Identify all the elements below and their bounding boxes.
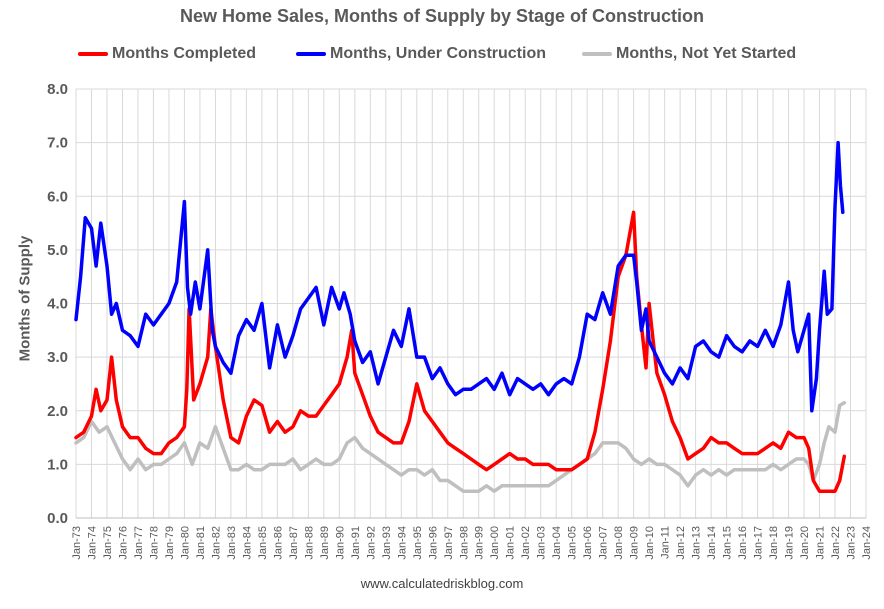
legend-swatch xyxy=(296,52,326,56)
x-tick-label: Jan-09 xyxy=(629,526,641,560)
x-tick-label: Jan-74 xyxy=(86,526,98,560)
legend-swatch xyxy=(78,52,108,56)
x-tick-label: Jan-84 xyxy=(241,526,253,560)
x-tick-label: Jan-10 xyxy=(644,526,656,560)
series-line-0 xyxy=(74,210,847,493)
y-tick-label: 6.0 xyxy=(47,188,68,205)
x-tick-label: Jan-93 xyxy=(381,526,393,560)
x-tick-label: Jan-76 xyxy=(117,526,129,560)
x-tick-label: Jan-03 xyxy=(536,526,548,560)
x-tick-label: Jan-94 xyxy=(396,526,408,560)
x-tick-label: Jan-04 xyxy=(551,526,563,560)
x-tick-label: Jan-24 xyxy=(861,526,873,560)
y-tick-label: 1.0 xyxy=(47,456,68,473)
x-tick-label: Jan-73 xyxy=(71,526,83,560)
x-tick-label: Jan-85 xyxy=(257,526,269,560)
series-line-1 xyxy=(74,140,845,413)
x-tick-label: Jan-78 xyxy=(148,526,160,560)
x-tick-label: Jan-75 xyxy=(102,526,114,560)
y-tick-label: 3.0 xyxy=(47,349,68,366)
x-tick-label: Jan-77 xyxy=(133,526,145,560)
x-tick-label: Jan-91 xyxy=(350,526,362,560)
x-tick-label: Jan-12 xyxy=(675,526,687,560)
x-tick-label: Jan-82 xyxy=(210,526,222,560)
x-tick-label: Jan-81 xyxy=(195,526,207,560)
x-tick-label: Jan-22 xyxy=(830,526,842,560)
y-tick-label: 2.0 xyxy=(47,403,68,420)
x-tick-label: Jan-15 xyxy=(722,526,734,560)
x-tick-label: Jan-08 xyxy=(613,526,625,560)
x-tick-label: Jan-06 xyxy=(582,526,594,560)
x-tick-label: Jan-97 xyxy=(443,526,455,560)
x-tick-label: Jan-90 xyxy=(334,526,346,560)
y-tick-label: 7.0 xyxy=(47,135,68,152)
x-tick-label: Jan-86 xyxy=(272,526,284,560)
x-tick-label: Jan-00 xyxy=(489,526,501,560)
x-tick-label: Jan-87 xyxy=(288,526,300,560)
x-tick-label: Jan-19 xyxy=(784,526,796,560)
series-line-2 xyxy=(74,400,847,493)
x-tick-label: Jan-18 xyxy=(768,526,780,560)
y-tick-label: 8.0 xyxy=(47,81,68,98)
legend-item: Months, Not Yet Started xyxy=(582,45,796,63)
source-footer: www.calculatedriskblog.com xyxy=(360,576,524,591)
x-tick-label: Jan-07 xyxy=(598,526,610,560)
x-tick-label: Jan-20 xyxy=(799,526,811,560)
legend-item: Months Completed xyxy=(78,45,256,63)
x-tick-label: Jan-83 xyxy=(226,526,238,560)
x-tick-label: Jan-79 xyxy=(164,526,176,560)
x-tick-label: Jan-89 xyxy=(319,526,331,560)
x-tick-label: Jan-98 xyxy=(458,526,470,560)
x-tick-label: Jan-02 xyxy=(520,526,532,560)
y-tick-label: 4.0 xyxy=(47,296,68,313)
x-tick-label: Jan-99 xyxy=(474,526,486,560)
chart-legend: Months Completed Months, Under Constructi… xyxy=(0,45,884,67)
x-tick-label: Jan-92 xyxy=(365,526,377,560)
x-tick-label: Jan-21 xyxy=(815,526,827,560)
y-tick-label: 5.0 xyxy=(47,242,68,259)
x-tick-label: Jan-05 xyxy=(567,526,579,560)
x-tick-label: Jan-01 xyxy=(505,526,517,560)
legend-swatch xyxy=(582,52,612,56)
legend-label: Months Completed xyxy=(112,45,256,62)
x-tick-label: Jan-16 xyxy=(737,526,749,560)
x-tick-label: Jan-17 xyxy=(753,526,765,560)
x-tick-label: Jan-14 xyxy=(706,526,718,560)
x-tick-label: Jan-23 xyxy=(846,526,858,560)
y-tick-label: 0.0 xyxy=(47,510,68,527)
legend-label: Months, Not Yet Started xyxy=(616,45,797,62)
legend-label: Months, Under Construction xyxy=(330,45,546,62)
chart-title: New Home Sales, Months of Supply by Stag… xyxy=(179,6,705,26)
x-tick-label: Jan-96 xyxy=(427,526,439,560)
x-tick-label: Jan-11 xyxy=(660,526,672,559)
x-tick-label: Jan-80 xyxy=(179,526,191,560)
x-tick-label: Jan-95 xyxy=(412,526,424,560)
x-tick-label: Jan-13 xyxy=(691,526,703,560)
x-tick-label: Jan-88 xyxy=(303,526,315,560)
legend-item: Months, Under Construction xyxy=(296,45,546,63)
